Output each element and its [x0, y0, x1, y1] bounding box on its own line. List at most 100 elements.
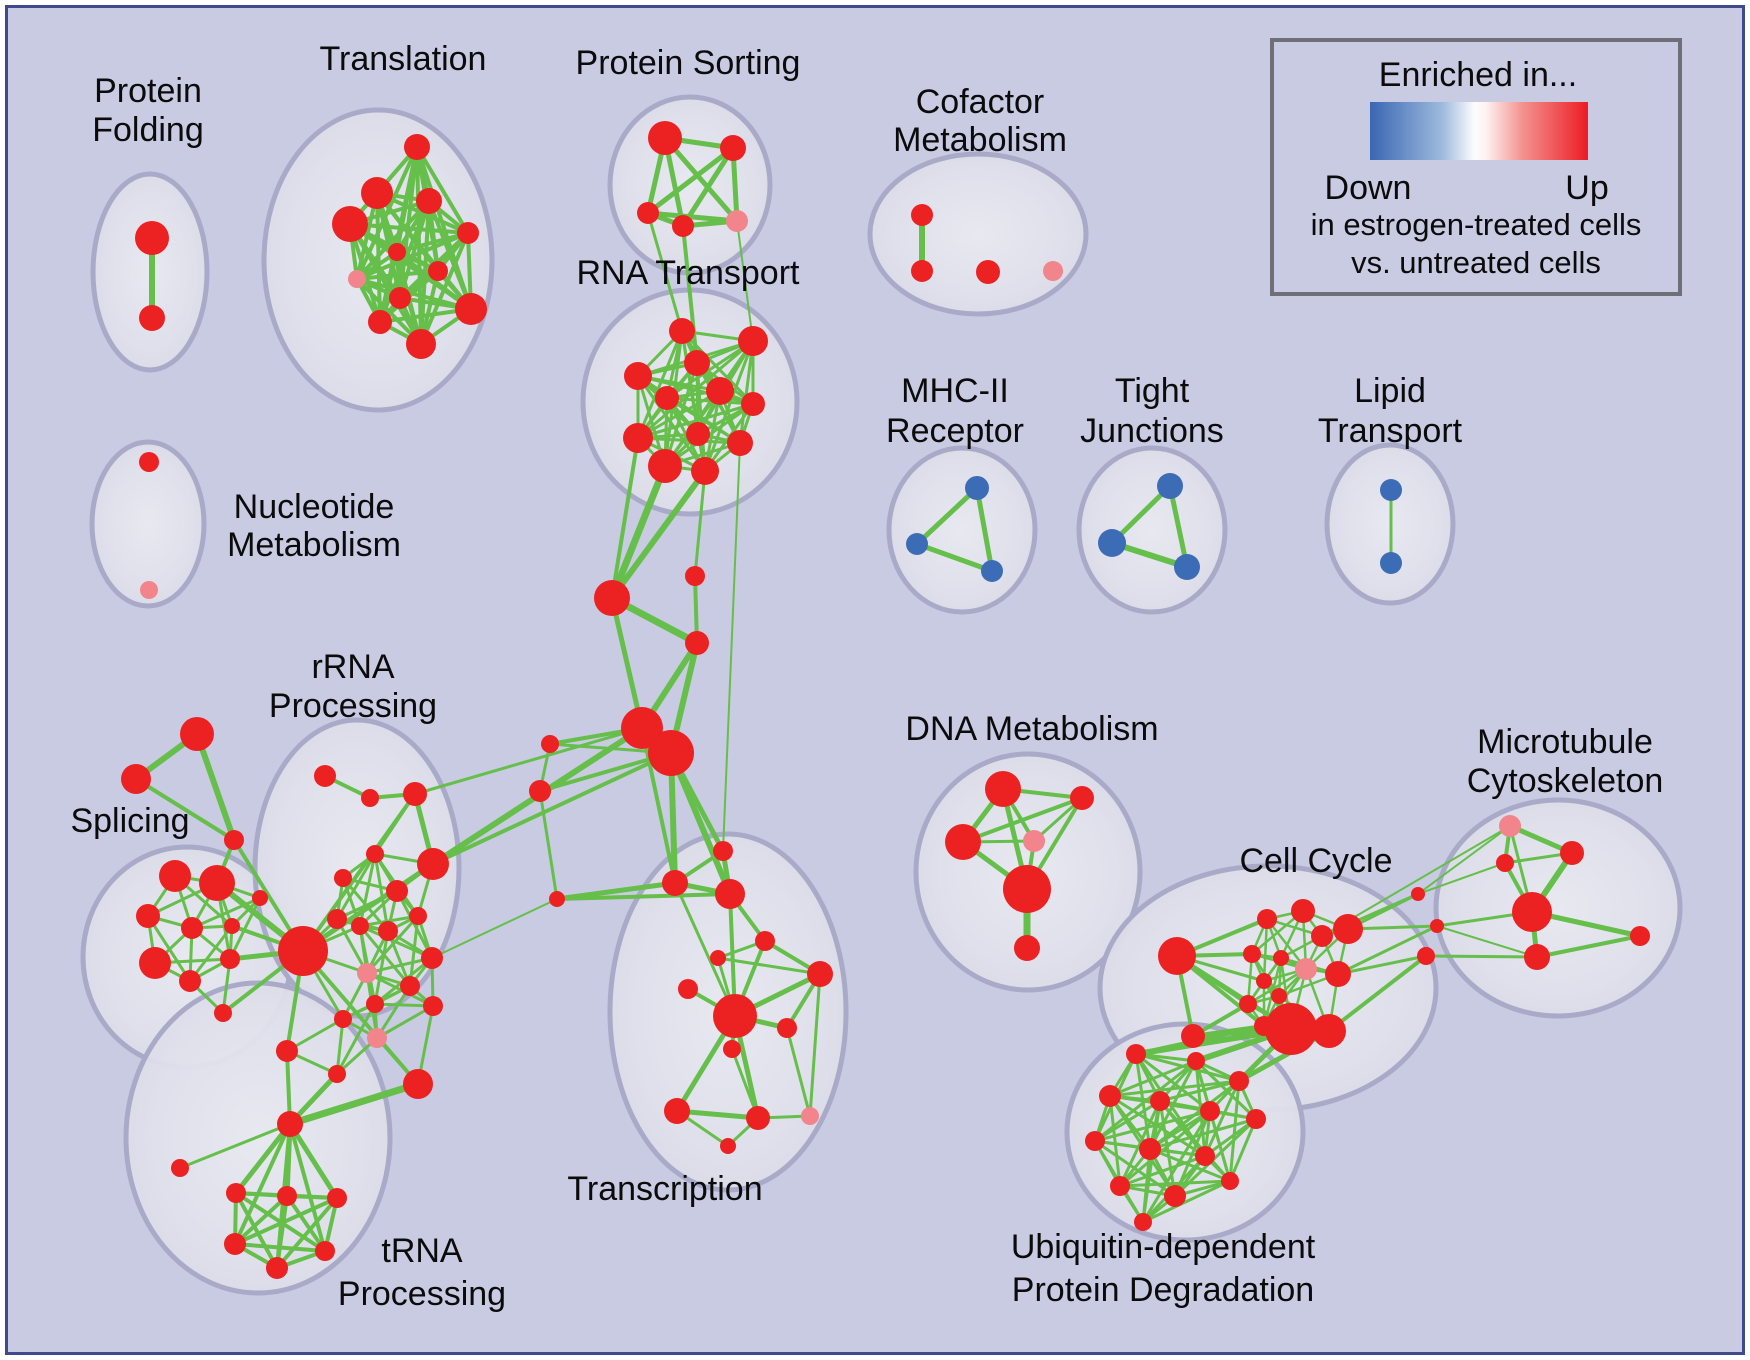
node-transcription [678, 979, 698, 999]
edge-rna-transport [636, 329, 684, 440]
edge-link-bridge-transcription [538, 789, 559, 901]
node-translation [368, 310, 392, 334]
node-translation [457, 222, 479, 244]
node-bridge [541, 735, 559, 753]
node-dna [1023, 830, 1045, 852]
edge-tight [1167, 483, 1190, 570]
edge-rrna [375, 984, 412, 1040]
node-microtubule [1524, 944, 1550, 970]
legend-up-label: Up [1565, 169, 1608, 207]
edge-rna-transport [665, 396, 755, 406]
node-transcription [720, 1138, 736, 1154]
edge-link-cellcycle-microtubule [1424, 954, 1539, 959]
edge-trna [288, 1122, 327, 1253]
node-rrna [400, 976, 420, 996]
edge-ubiquitin [1118, 1109, 1212, 1188]
edge-splicing [194, 731, 237, 843]
node-bridge [648, 730, 694, 776]
cluster-label-nucleotide-0: Nucleotide [234, 488, 395, 526]
cluster-label-ubiquitin-1: Protein Degradation [1012, 1271, 1314, 1309]
node-trna [315, 1241, 335, 1261]
cluster-label-lipid-1: Transport [1318, 412, 1463, 450]
node-trna [277, 1111, 303, 1137]
node-splicing [252, 890, 268, 906]
edge-ubiquitin [1118, 1154, 1207, 1188]
node-cellcycle [1256, 973, 1272, 989]
edge-rna-transport [636, 374, 755, 406]
node-rrna [409, 907, 427, 925]
node-trna [266, 1257, 288, 1279]
cluster-label-transcription-0: Transcription [567, 1170, 762, 1208]
node-rrna [421, 947, 443, 969]
node-mhc2 [981, 560, 1003, 582]
node-transcription [715, 879, 745, 909]
node-microtubule [1499, 815, 1521, 837]
node-cofactor [1043, 261, 1063, 281]
edge-transcription [730, 1047, 760, 1120]
node-translation [404, 134, 430, 160]
edge-protein-sorting [645, 145, 736, 216]
edge-ubiquitin [1141, 1179, 1232, 1224]
node-transcription [777, 1018, 797, 1038]
node-rrna [366, 845, 384, 863]
edge-dna [961, 796, 1084, 844]
edge-transcription [716, 956, 822, 976]
node-ubiquitin [1139, 1138, 1161, 1160]
node-cellcycle [1181, 1024, 1205, 1048]
edge-ubiquitin [1093, 1099, 1162, 1143]
legend-down-label: Down [1325, 169, 1412, 207]
node-tight [1157, 473, 1183, 499]
edge-trna [233, 1194, 289, 1246]
edge-link-cellcycle-microtubule [1417, 825, 1511, 895]
node-ubiquitin [1246, 1109, 1266, 1129]
node-rna-transport [727, 430, 753, 456]
edge-link-rrna-transcription [431, 898, 558, 959]
edge-ubiquitin [1148, 1147, 1232, 1183]
edge-mhc2 [974, 485, 995, 574]
edge-trna [233, 1122, 292, 1246]
node-translation [361, 177, 393, 209]
edge-link-bridge-transcription [640, 726, 677, 885]
edge-transcription [554, 880, 678, 902]
node-microtubule [1560, 841, 1584, 865]
node-nucleotide [139, 452, 159, 472]
node-cofactor [976, 260, 1000, 284]
edge-ubiquitin [1148, 1117, 1258, 1151]
edge-rrna [375, 1004, 435, 1040]
network-nodes [121, 121, 1650, 1279]
node-cellcycle [1158, 937, 1196, 975]
node-splicing [220, 949, 240, 969]
node-transcription [723, 1040, 741, 1058]
edge-rrna [335, 889, 399, 921]
node-rrna [327, 909, 347, 929]
edge-rrna [365, 956, 434, 975]
node-rrna [357, 963, 377, 983]
node-bridge [594, 580, 630, 616]
edge-transcription [674, 1108, 761, 1121]
node-mhc2 [965, 476, 989, 500]
cluster-cloud-mhc2 [886, 445, 1038, 615]
legend-caption-line1: in estrogen-treated cells [1311, 207, 1642, 242]
node-transcription [710, 950, 726, 966]
node-cofactor [911, 204, 933, 226]
edge-link-protein-sorting-rna-transport [736, 220, 754, 342]
node-cellcycle [1243, 945, 1261, 963]
edge-ubiquitin [1108, 1079, 1241, 1098]
cluster-label-protein-folding-1: Folding [92, 111, 204, 149]
node-trna [171, 1159, 189, 1177]
node-transcription [713, 841, 733, 861]
legend-box [1270, 38, 1682, 296]
edge-mhc2 [914, 485, 980, 547]
edge-link-protein-sorting-rna-transport [646, 211, 684, 333]
node-rna-transport [655, 386, 679, 410]
cluster-cloud-cofactor [867, 151, 1089, 317]
cluster-label-rrna-0: rRNA [311, 648, 394, 686]
node-translation [389, 287, 411, 309]
node-ubiquitin [1187, 1052, 1205, 1070]
node-ubiquitin [1085, 1131, 1105, 1151]
node-dna [985, 771, 1021, 807]
node-rrna [276, 1040, 298, 1062]
node-rrna [278, 926, 328, 976]
node-ubiquitin [1099, 1085, 1121, 1107]
edge-cellcycle [1327, 954, 1428, 1033]
